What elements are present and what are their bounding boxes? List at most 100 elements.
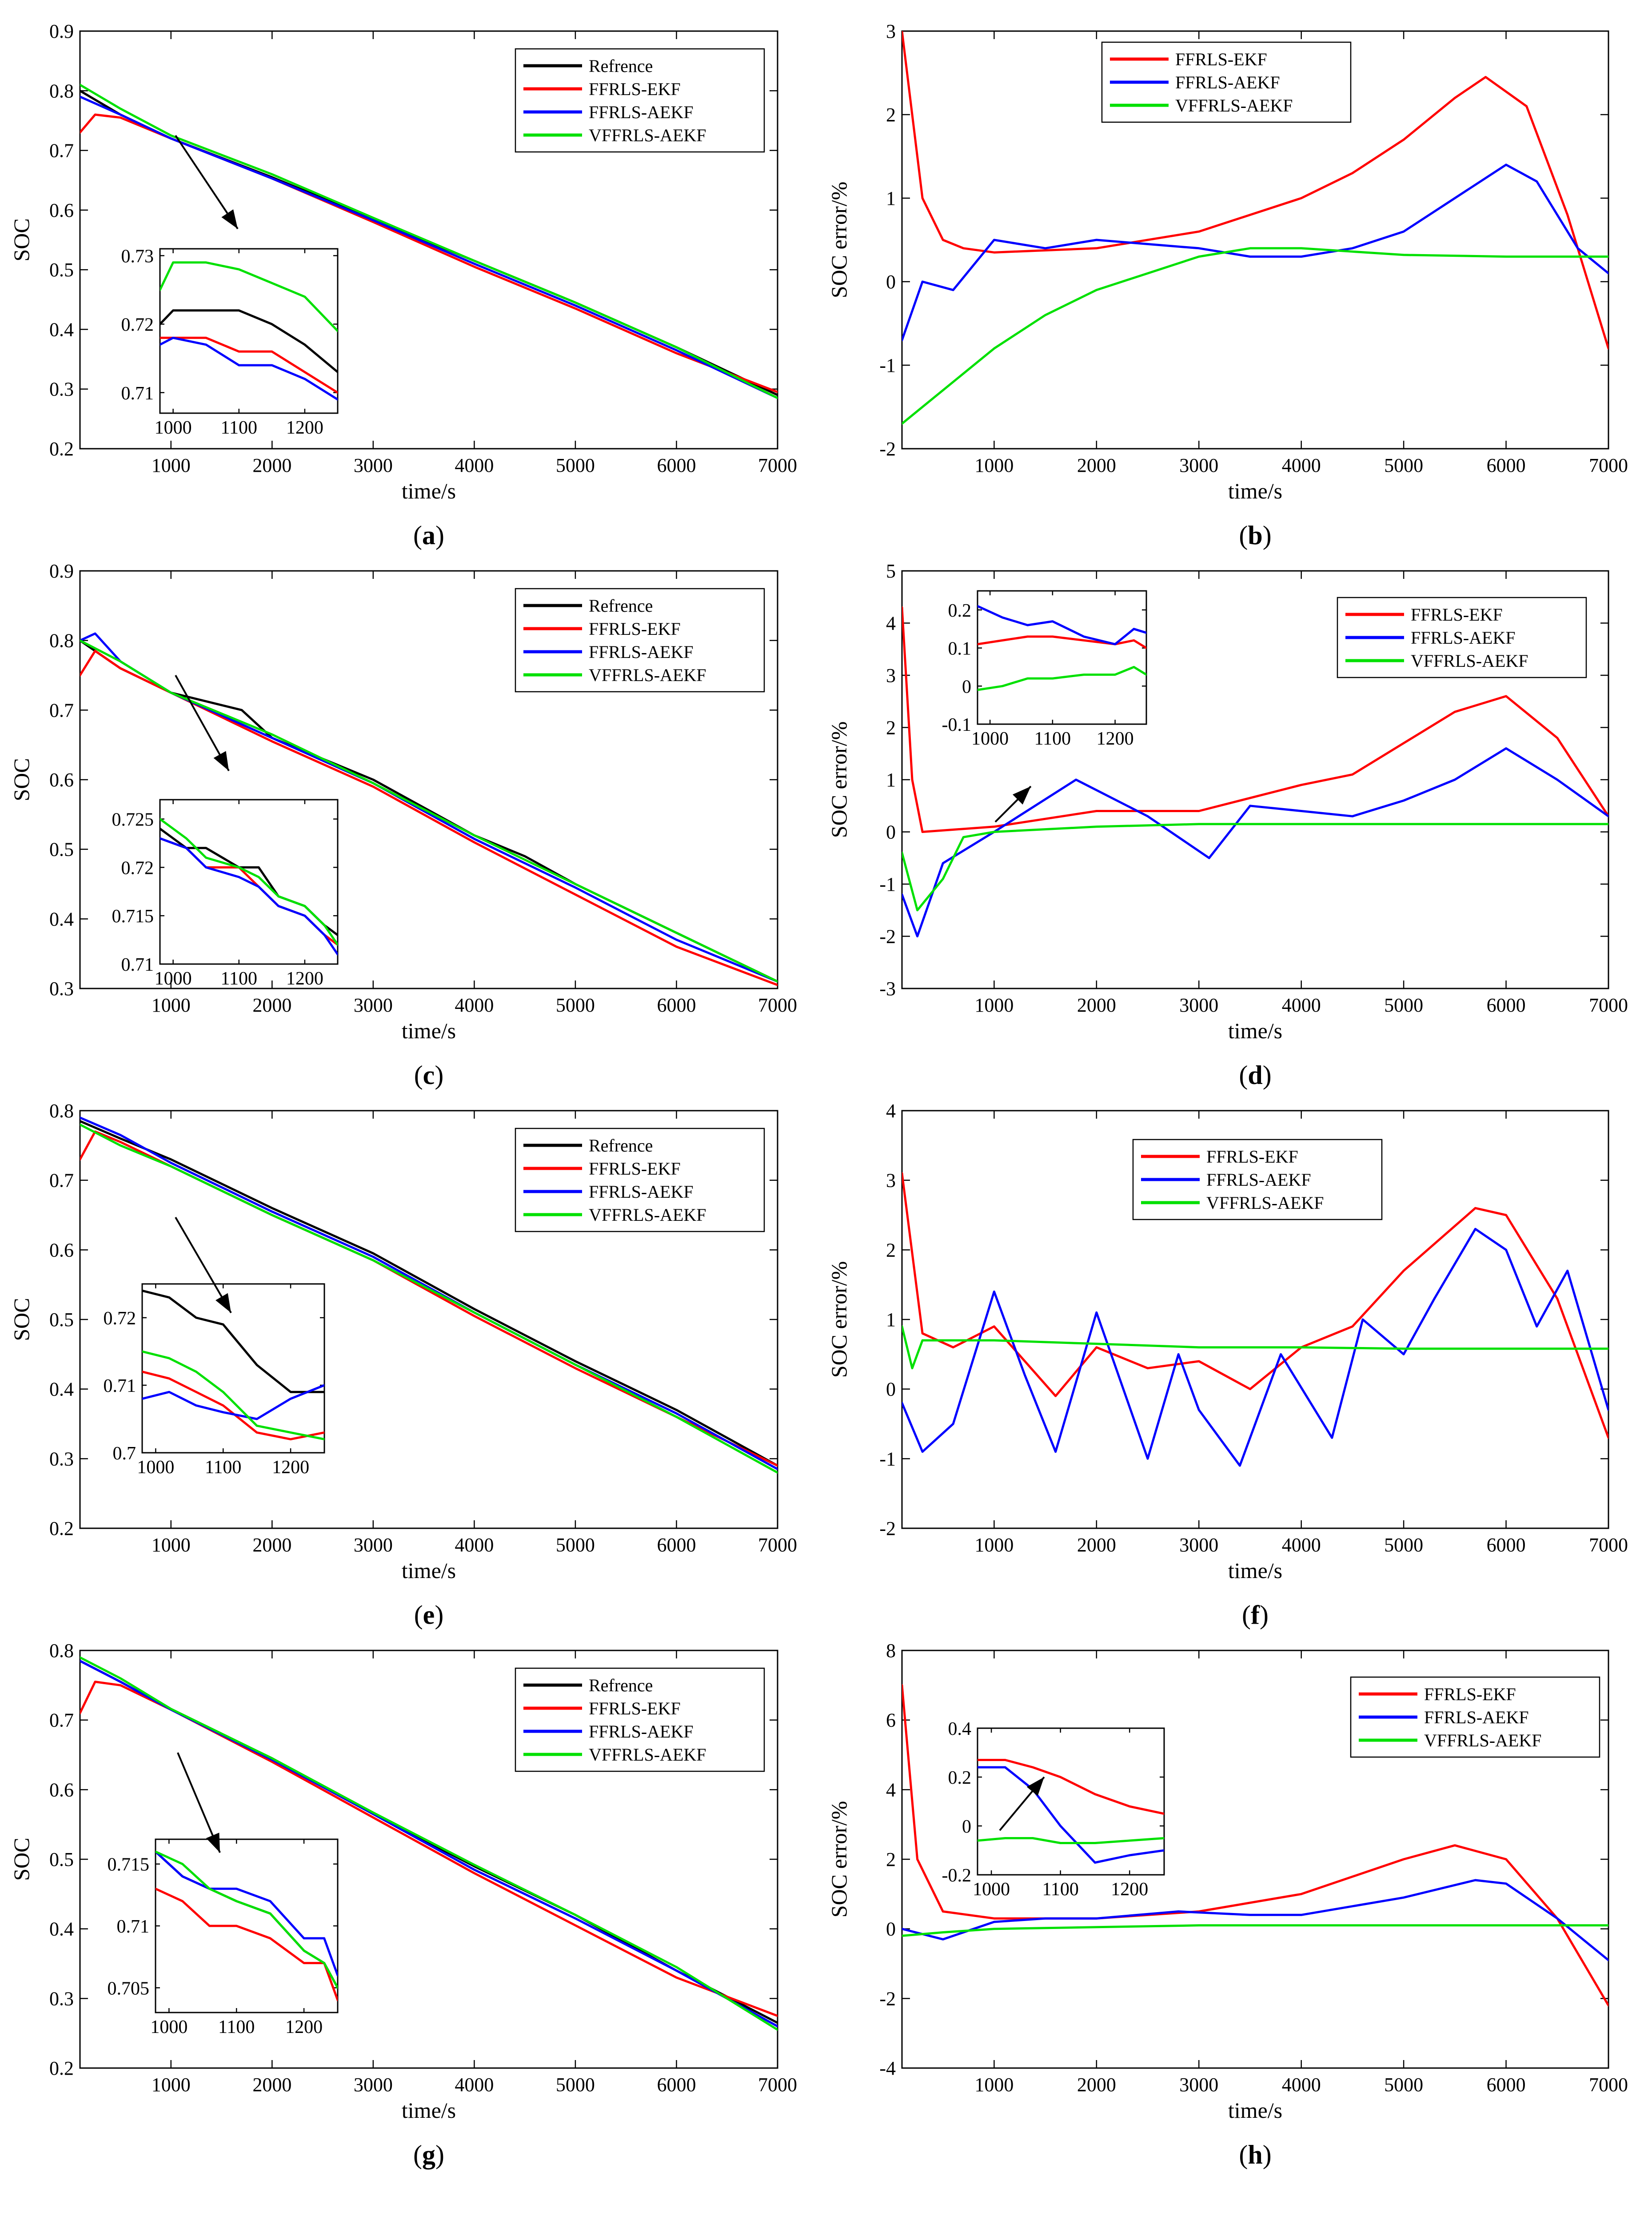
panel-h-xtick-label: 5000 bbox=[1384, 2074, 1423, 2096]
panel-g-arrow-head bbox=[206, 1833, 220, 1853]
panel-b-series-ffrls-aekf bbox=[902, 163, 1608, 342]
panel-e-xlabel: time/s bbox=[402, 1558, 456, 1583]
panel-d-xtick-label: 5000 bbox=[1384, 994, 1423, 1016]
panel-c-inset-ytick-label: 0.72 bbox=[121, 858, 154, 878]
panel-c-series-ffrls-aekf bbox=[80, 632, 778, 983]
panel-a-ytick-label: 0.7 bbox=[49, 140, 74, 162]
panel-d-caption: (d) bbox=[1239, 1060, 1271, 1090]
panel-b-series-vffrls-aekf bbox=[902, 247, 1608, 425]
panel-a-inset-xtick-label: 1200 bbox=[286, 418, 323, 438]
panel-e-inset-series-refrence bbox=[142, 1289, 324, 1393]
panel-g-caption: (g) bbox=[413, 2140, 444, 2169]
panel-a-inset-ytick-label: 0.71 bbox=[121, 383, 154, 404]
panel-c-ytick-label: 0.4 bbox=[49, 908, 74, 930]
panel-f-ytick-label: 0 bbox=[886, 1379, 896, 1400]
panel-d-arrow-head bbox=[1012, 786, 1031, 805]
panel-c-ytick-label: 0.6 bbox=[49, 769, 74, 791]
panel-b-caption: (b) bbox=[1239, 521, 1271, 550]
panel-g-inset: 1000 1100 1200 0.705 0.71 0.715 bbox=[108, 1838, 339, 2037]
panel-a-legend-label: FFRLS-EKF bbox=[589, 79, 681, 99]
panel-d-inset: 1000 1100 1200 -0.1 0 0.1 0.2 bbox=[942, 590, 1147, 749]
panel-h-inset-ytick-label: 0 bbox=[962, 1817, 971, 1837]
panel-h-inset-series-vffrls-aekf bbox=[978, 1837, 1164, 1844]
panel-f-legend-label: FFRLS-EKF bbox=[1206, 1147, 1298, 1167]
panel-d-series-ffrls-aekf bbox=[902, 747, 1608, 937]
panel-h-series-ffrls-aekf bbox=[902, 1879, 1608, 1961]
panel-c-xtick-label: 7000 bbox=[758, 994, 797, 1016]
panel-e-arrow-head bbox=[215, 1293, 231, 1313]
panel-e-series-ffrls-aekf bbox=[80, 1116, 778, 1471]
panel-f-xtick-label: 2000 bbox=[1077, 1534, 1116, 1556]
panel-e-ylabel: SOC bbox=[9, 1298, 34, 1341]
panel-c-legend-label: VFFRLS-AEKF bbox=[589, 665, 706, 685]
panel-h-ytick-label: -2 bbox=[879, 1988, 896, 2009]
panel-d-series-vffrls-aekf bbox=[902, 823, 1608, 912]
panel-g-xtick-label: 2000 bbox=[252, 2074, 291, 2096]
panel-e-legend-label: Refrence bbox=[589, 1136, 653, 1156]
panel-b-ytick-label: 1 bbox=[886, 187, 896, 209]
panel-b-xtick-label: 2000 bbox=[1077, 454, 1116, 476]
panel-d-series-ffrls-ekf bbox=[902, 606, 1608, 833]
panel-f-xtick-label: 5000 bbox=[1384, 1534, 1423, 1556]
panel-e-inset-ytick-label: 0.7 bbox=[113, 1443, 136, 1464]
panel-g-ytick-label: 0.3 bbox=[49, 1988, 74, 2009]
panel-a-inset: 1000 1100 1200 0.71 0.72 0.73 bbox=[121, 246, 339, 438]
panel-b-xtick-label: 3000 bbox=[1179, 454, 1218, 476]
panel-d-ytick-label: 5 bbox=[886, 560, 896, 582]
panel-d: 1000 2000 3000 4000 5000 6000 7000 -3 -2 -1 0 1 2 3 4 5… bbox=[826, 560, 1628, 1090]
panel-f-ytick-label: 4 bbox=[886, 1100, 896, 1122]
panel-a-inset-series-ffrls-aekf bbox=[160, 336, 338, 401]
panel-f-xlabel: time/s bbox=[1228, 1558, 1282, 1583]
panel-h-inset-ytick-label: -0.2 bbox=[942, 1865, 972, 1886]
panel-h-arrow-head bbox=[1026, 1777, 1044, 1796]
panel-e-ytick-label: 0.8 bbox=[49, 1100, 74, 1122]
panel-h-xtick-label: 7000 bbox=[1589, 2074, 1628, 2096]
panel-c-xtick-label: 5000 bbox=[556, 994, 595, 1016]
panel-g-xtick-label: 7000 bbox=[758, 2074, 797, 2096]
panel-c-ytick-label: 0.8 bbox=[49, 630, 74, 652]
panel-e-ytick-label: 0.4 bbox=[49, 1379, 74, 1400]
panel-c: 1000 2000 3000 4000 5000 6000 7000 0.3 0.4 0.5 0.6… bbox=[9, 560, 797, 1090]
panel-d-ytick-label: -3 bbox=[879, 978, 896, 1000]
panel-c-arrow-head bbox=[213, 751, 229, 771]
panel-g-legend-label: FFRLS-AEKF bbox=[589, 1722, 694, 1742]
panel-d-xtick-label: 2000 bbox=[1077, 994, 1116, 1016]
panel-b-ytick-label: -2 bbox=[879, 438, 896, 460]
panel-c-caption: (c) bbox=[414, 1060, 444, 1090]
panel-g-legend-label: Refrence bbox=[589, 1675, 653, 1695]
panel-d-legend-label: VFFRLS-AEKF bbox=[1411, 651, 1528, 671]
panel-a-legend: Refrence FFRLS-EKF FFRLS-AEKF VFFRLS-AEKF bbox=[515, 48, 765, 153]
panel-c-ytick-label: 0.5 bbox=[49, 839, 74, 861]
panel-d-inset-xtick-label: 1100 bbox=[1034, 729, 1071, 749]
panel-e-ytick-label: 0.3 bbox=[49, 1448, 74, 1470]
panel-c-legend: Refrence FFRLS-EKF FFRLS-AEKF VFFRLS-AEKF bbox=[515, 588, 765, 693]
panel-g-inset-series-ffrls-aekf bbox=[156, 1850, 338, 1977]
panel-a-ytick-label: 0.6 bbox=[49, 199, 74, 221]
panel-c-xtick-label: 2000 bbox=[252, 994, 291, 1016]
panel-b-legend-label: VFFRLS-AEKF bbox=[1175, 96, 1293, 116]
panel-g-ytick-label: 0.7 bbox=[49, 1710, 74, 1731]
panel-g-legend: Refrence FFRLS-EKF FFRLS-AEKF VFFRLS-AEKF bbox=[515, 1667, 765, 1772]
panel-d-inset-ytick-label: -0.1 bbox=[942, 715, 972, 735]
panel-d-ytick-label: -2 bbox=[879, 926, 896, 948]
panel-g-ytick-label: 0.2 bbox=[49, 2057, 74, 2079]
panel-e-legend-label: FFRLS-AEKF bbox=[589, 1182, 694, 1202]
panel-g-inset-ytick-label: 0.71 bbox=[117, 1917, 150, 1937]
panel-d-ytick-label: 1 bbox=[886, 769, 896, 791]
panel-a-inset-xtick-label: 1000 bbox=[155, 418, 192, 438]
panel-d-ytick-label: 4 bbox=[886, 613, 896, 634]
panel-a-arrow-head bbox=[221, 209, 238, 229]
panel-d-inset-ytick-label: 0.2 bbox=[948, 601, 972, 621]
panel-d-ytick-label: 2 bbox=[886, 717, 896, 739]
panel-e-inset-xtick-label: 1100 bbox=[205, 1457, 241, 1478]
panel-a-ytick-label: 0.3 bbox=[49, 379, 74, 400]
panel-f: 1000 2000 3000 4000 5000 6000 7000 -2 -1 0 1 2 3 4 tim… bbox=[826, 1100, 1628, 1630]
panel-h-inset-frame bbox=[977, 1727, 1165, 1876]
panel-b-xtick-label: 6000 bbox=[1487, 454, 1526, 476]
panel-a-xtick-label: 2000 bbox=[252, 454, 291, 476]
panel-a-ytick-label: 0.5 bbox=[49, 259, 74, 281]
panel-a-legend-label: FFRLS-AEKF bbox=[589, 102, 694, 122]
panel-a-series-vffrls-aekf bbox=[80, 84, 778, 399]
panel-f-series-ffrls-ekf bbox=[902, 1172, 1608, 1439]
